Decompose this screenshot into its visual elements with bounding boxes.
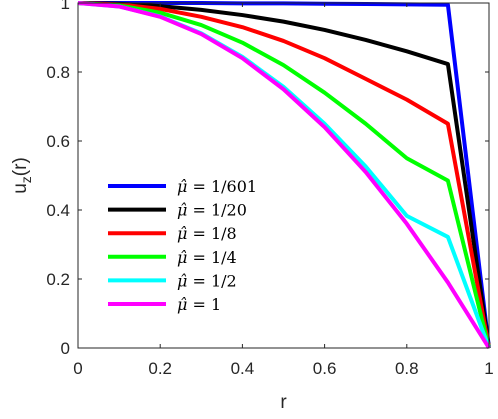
legend-label-value-3: = 1/4 (187, 248, 236, 267)
legend-label-value-4: = 1/2 (187, 271, 236, 290)
legend-label-symbol-4: μ̂ (177, 271, 187, 290)
series-layer (77, 1, 491, 350)
y-axis-label-tail: (r) (10, 157, 31, 176)
y-axis-label: uz(r) (10, 157, 34, 194)
legend-label-5: μ̂ = 1 (177, 295, 221, 314)
x-tick-label-5: 1 (484, 359, 493, 378)
legend-label-value-0: = 1/601 (187, 177, 257, 196)
x-tick-label-0: 0 (73, 359, 82, 378)
legend-label-3: μ̂ = 1/4 (177, 248, 237, 267)
legend-label-value-2: = 1/8 (187, 224, 236, 243)
x-tick-label-1: 0.2 (148, 359, 172, 378)
y-tick-label-2: 0.4 (46, 201, 70, 220)
plot-frame (77, 2, 490, 349)
legend-label-symbol-3: μ̂ (177, 248, 187, 267)
legend-label-value-1: = 1/20 (187, 201, 247, 220)
legend-label-1: μ̂ = 1/20 (177, 201, 247, 220)
y-axis-label-main: u (10, 183, 31, 194)
x-axis-label: r (280, 392, 287, 413)
y-tick-label-3: 0.6 (46, 132, 70, 151)
y-tick-label-1: 0.2 (46, 270, 70, 289)
y-tick-label-0: 0 (61, 339, 70, 358)
legend-label-symbol-2: μ̂ (177, 224, 187, 243)
legend-label-symbol-5: μ̂ (177, 295, 187, 314)
y-axis-label-sub: z (18, 176, 34, 183)
x-tick-label-3: 0.6 (313, 359, 337, 378)
y-tick-label-4: 0.8 (46, 63, 70, 82)
series-line-2 (77, 1, 491, 349)
legend-label-value-5: = 1 (187, 295, 221, 314)
plot-background (78, 3, 489, 348)
legend-label-0: μ̂ = 1/601 (177, 177, 257, 196)
legend-label-symbol-0: μ̂ (177, 177, 187, 196)
series-line-1 (77, 1, 491, 349)
legend-label-symbol-1: μ̂ (177, 201, 187, 220)
series-line-5 (77, 1, 491, 350)
ticks-layer: 0 0.2 0.4 0.6 0.8 1 0 0.2 0.4 0.6 0.8 1 (46, 0, 493, 378)
legend-label-4: μ̂ = 1/2 (177, 271, 237, 290)
y-tick-label-5: 1 (61, 0, 70, 13)
x-tick-label-4: 0.8 (395, 359, 419, 378)
series-line-3 (77, 1, 491, 349)
legend-label-2: μ̂ = 1/8 (177, 224, 237, 243)
x-tick-label-2: 0.4 (231, 359, 255, 378)
